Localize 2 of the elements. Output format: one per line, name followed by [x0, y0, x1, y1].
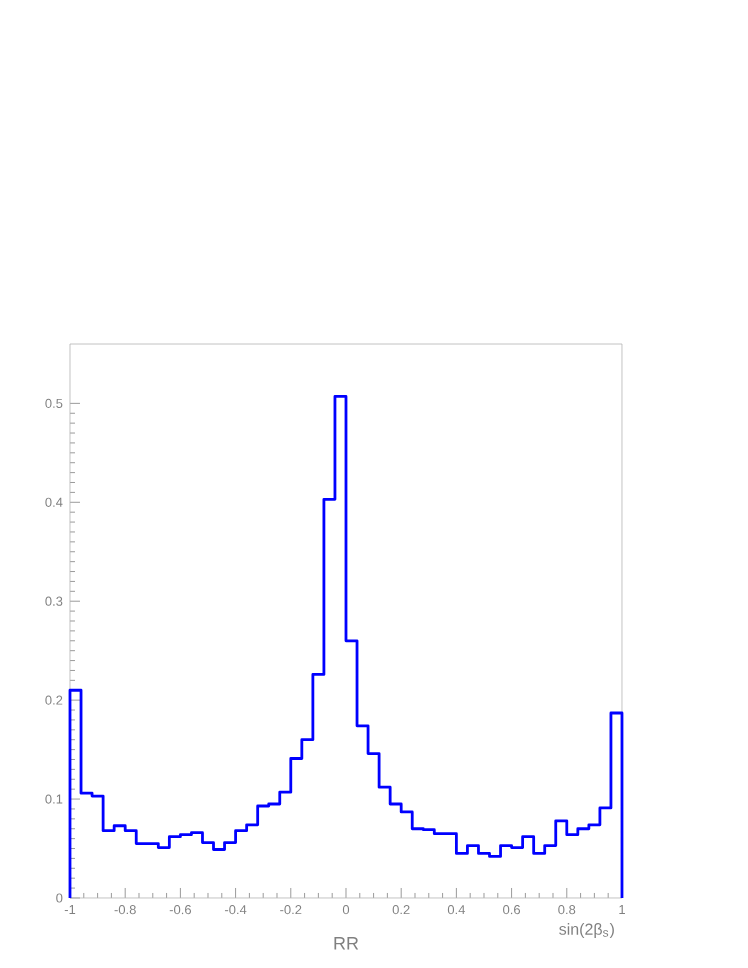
text: RR: [334, 937, 359, 950]
x-axis-title: sin(2β$_{s}$): [559, 923, 614, 938]
